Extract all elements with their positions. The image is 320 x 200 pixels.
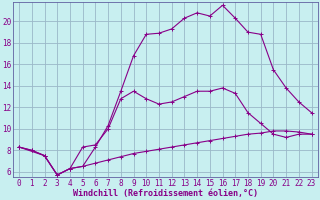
X-axis label: Windchill (Refroidissement éolien,°C): Windchill (Refroidissement éolien,°C)	[73, 189, 258, 198]
